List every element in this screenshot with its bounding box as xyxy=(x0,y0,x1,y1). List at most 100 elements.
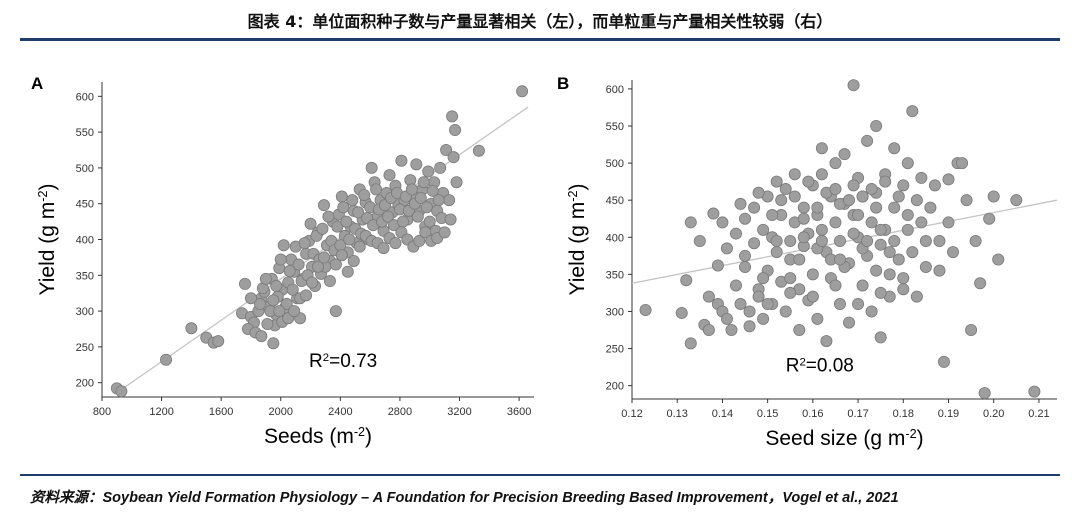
scatter-point xyxy=(115,385,128,398)
scatter-point xyxy=(288,305,301,318)
scatter-point xyxy=(729,279,742,292)
scatter-point xyxy=(847,227,860,240)
scatter-point xyxy=(861,234,874,247)
scatter-point xyxy=(879,175,892,188)
scatter-point xyxy=(447,151,460,164)
scatter-point xyxy=(829,157,842,170)
scatter-point xyxy=(720,312,733,325)
scatter-point xyxy=(298,237,311,250)
scatter-point xyxy=(434,161,447,174)
y-tick-label: 500 xyxy=(76,163,94,175)
scatter-point xyxy=(396,215,409,228)
scatter-point xyxy=(874,223,887,236)
scatter-point xyxy=(317,199,330,212)
scatter-point xyxy=(286,283,299,296)
scatter-point xyxy=(960,194,973,207)
scatter-point xyxy=(370,183,383,196)
source-text: Soybean Yield Formation Physiology – A F… xyxy=(102,490,899,506)
scatter-point xyxy=(259,272,272,285)
scatter-point xyxy=(255,330,268,343)
y-tick-label: 500 xyxy=(606,158,624,170)
x-tick-label: 0.20 xyxy=(983,408,1004,420)
scatter-point xyxy=(897,179,910,192)
scatter-point xyxy=(317,251,330,264)
scatter-point xyxy=(883,268,896,281)
scatter-point xyxy=(865,183,878,196)
scatter-point xyxy=(422,165,435,178)
scatter-point xyxy=(888,201,901,214)
y-tick-label: 350 xyxy=(606,269,624,281)
y-tick-label: 200 xyxy=(76,378,94,390)
y-axis-title: Yield (g m-2) xyxy=(566,184,589,296)
source-note: 资料来源：Soybean Yield Formation Physiology … xyxy=(30,486,899,507)
scatter-point xyxy=(983,212,996,225)
scatter-point xyxy=(852,298,865,311)
scatter-point xyxy=(910,290,923,303)
scatter-point xyxy=(270,280,283,293)
regression-line xyxy=(116,106,529,394)
x-tick-label: 0.13 xyxy=(667,408,688,420)
scatter-point xyxy=(757,312,770,325)
scatter-point xyxy=(365,161,378,174)
scatter-point xyxy=(405,183,418,196)
scatter-point xyxy=(684,337,697,350)
scatter-point xyxy=(788,168,801,181)
scatter-point xyxy=(680,274,693,287)
x-tick-label: 2000 xyxy=(269,406,293,418)
scatter-point xyxy=(852,209,865,222)
scatter-point xyxy=(874,286,887,299)
scatter-point xyxy=(693,234,706,247)
scatter-point xyxy=(784,234,797,247)
scatter-point xyxy=(901,223,914,236)
scatter-point xyxy=(757,223,770,236)
footer-divider xyxy=(20,474,1060,476)
scatter-point xyxy=(472,144,485,157)
y-tick-label: 550 xyxy=(606,121,624,133)
scatter-point xyxy=(888,142,901,155)
panel-letter: B xyxy=(557,74,569,93)
y-tick-label: 450 xyxy=(76,199,94,211)
scatter-point xyxy=(919,260,932,273)
scatter-point xyxy=(752,290,765,303)
scatter-point xyxy=(322,210,335,223)
scatter-point xyxy=(874,238,887,251)
scatter-point xyxy=(280,297,293,310)
x-tick-label: 0.17 xyxy=(847,408,868,420)
x-tick-label: 0.16 xyxy=(802,408,823,420)
scatter-point xyxy=(937,355,950,368)
y-tick-label: 250 xyxy=(606,344,624,356)
scatter-point xyxy=(743,305,756,318)
x-tick-label: 0.14 xyxy=(712,408,733,420)
scatter-point xyxy=(797,212,810,225)
scatter-point xyxy=(883,246,896,259)
x-tick-label: 0.15 xyxy=(757,408,778,420)
scatter-point xyxy=(720,242,733,255)
scatter-point xyxy=(444,213,457,226)
scatter-point xyxy=(340,215,353,228)
scatter-point xyxy=(861,134,874,147)
scatter-point xyxy=(829,183,842,196)
scatter-point xyxy=(423,215,436,228)
scatter-point xyxy=(870,201,883,214)
scatter-point xyxy=(516,85,529,98)
scatter-point xyxy=(1010,194,1023,207)
scatter-point xyxy=(331,220,344,233)
scatter-point xyxy=(838,148,851,161)
scatter-point xyxy=(770,234,783,247)
scatter-point xyxy=(212,335,225,348)
scatter-point xyxy=(779,305,792,318)
x-tick-label: 1600 xyxy=(209,406,233,418)
y-tick-label: 550 xyxy=(76,127,94,139)
scatter-point xyxy=(410,158,423,171)
scatter-point xyxy=(784,272,797,285)
scatter-point xyxy=(743,320,756,333)
scatter-point xyxy=(779,183,792,196)
x-tick-label: 3200 xyxy=(447,406,471,418)
scatter-point xyxy=(346,194,359,207)
scatter-point xyxy=(915,216,928,229)
scatter-point xyxy=(815,223,828,236)
scatter-point xyxy=(888,234,901,247)
scatter-point xyxy=(684,216,697,229)
scatter-point xyxy=(797,231,810,244)
scatter-point xyxy=(702,324,715,337)
